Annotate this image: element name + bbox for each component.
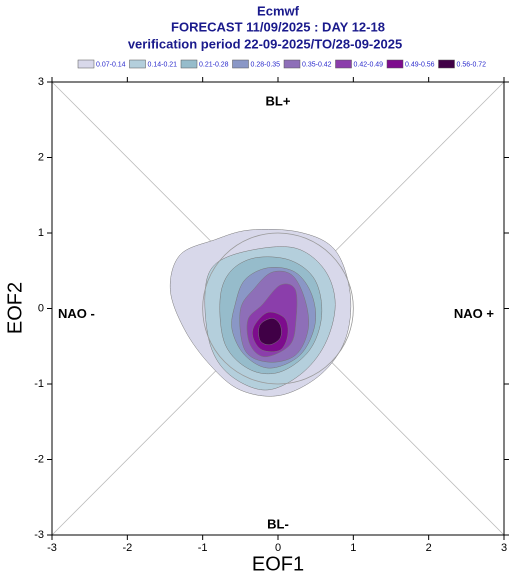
legend-swatch xyxy=(438,59,455,69)
legend-label: 0.07-0.14 xyxy=(96,61,126,68)
legend-swatch xyxy=(129,59,146,69)
x-tick-label: 1 xyxy=(350,542,356,554)
legend-swatch xyxy=(335,59,352,69)
y-tick-label: 3 xyxy=(38,76,44,88)
y-tick-label: -1 xyxy=(34,378,44,390)
x-tick-label: 2 xyxy=(426,542,432,554)
x-tick-label: -2 xyxy=(122,542,132,554)
legend-swatch xyxy=(232,59,249,69)
chart-subtitle: FORECAST 11/09/2025 : DAY 12-18 xyxy=(171,19,385,34)
x-tick-label: -1 xyxy=(198,542,208,554)
legend-swatch xyxy=(180,59,198,69)
annotation: BL- xyxy=(267,516,289,531)
legend-swatch xyxy=(283,59,301,69)
y-tick-label: 1 xyxy=(38,227,44,239)
x-axis-label: EOF1 xyxy=(252,553,304,575)
y-tick-label: 0 xyxy=(38,302,44,314)
legend-label: 0.21-0.28 xyxy=(199,61,229,68)
x-tick-label: 0 xyxy=(275,542,281,554)
annotation: NAO - xyxy=(58,306,95,321)
annotation: BL+ xyxy=(266,93,291,108)
chart-title: Ecmwf xyxy=(257,3,300,18)
chart-subtitle: verification period 22-09-2025/TO/28-09-… xyxy=(128,36,402,51)
y-tick-label: 2 xyxy=(38,151,44,163)
legend-label: 0.35-0.42 xyxy=(302,61,332,68)
legend-swatch xyxy=(386,59,404,69)
legend-label: 0.28-0.35 xyxy=(251,61,281,68)
legend-label: 0.42-0.49 xyxy=(354,61,384,68)
legend-label: 0.49-0.56 xyxy=(405,61,435,68)
contour xyxy=(258,318,282,346)
annotation: NAO + xyxy=(454,306,495,321)
y-tick-label: -3 xyxy=(34,529,44,541)
reference-circle xyxy=(202,232,354,385)
legend-label: 0.56-0.72 xyxy=(457,61,487,68)
legend-swatch xyxy=(77,59,95,69)
x-tick-label: -3 xyxy=(47,542,57,554)
y-axis-label: EOF2 xyxy=(4,282,26,334)
legend-label: 0.14-0.21 xyxy=(148,61,178,68)
y-tick-label: -2 xyxy=(34,453,44,465)
x-tick-label: 3 xyxy=(501,542,507,554)
